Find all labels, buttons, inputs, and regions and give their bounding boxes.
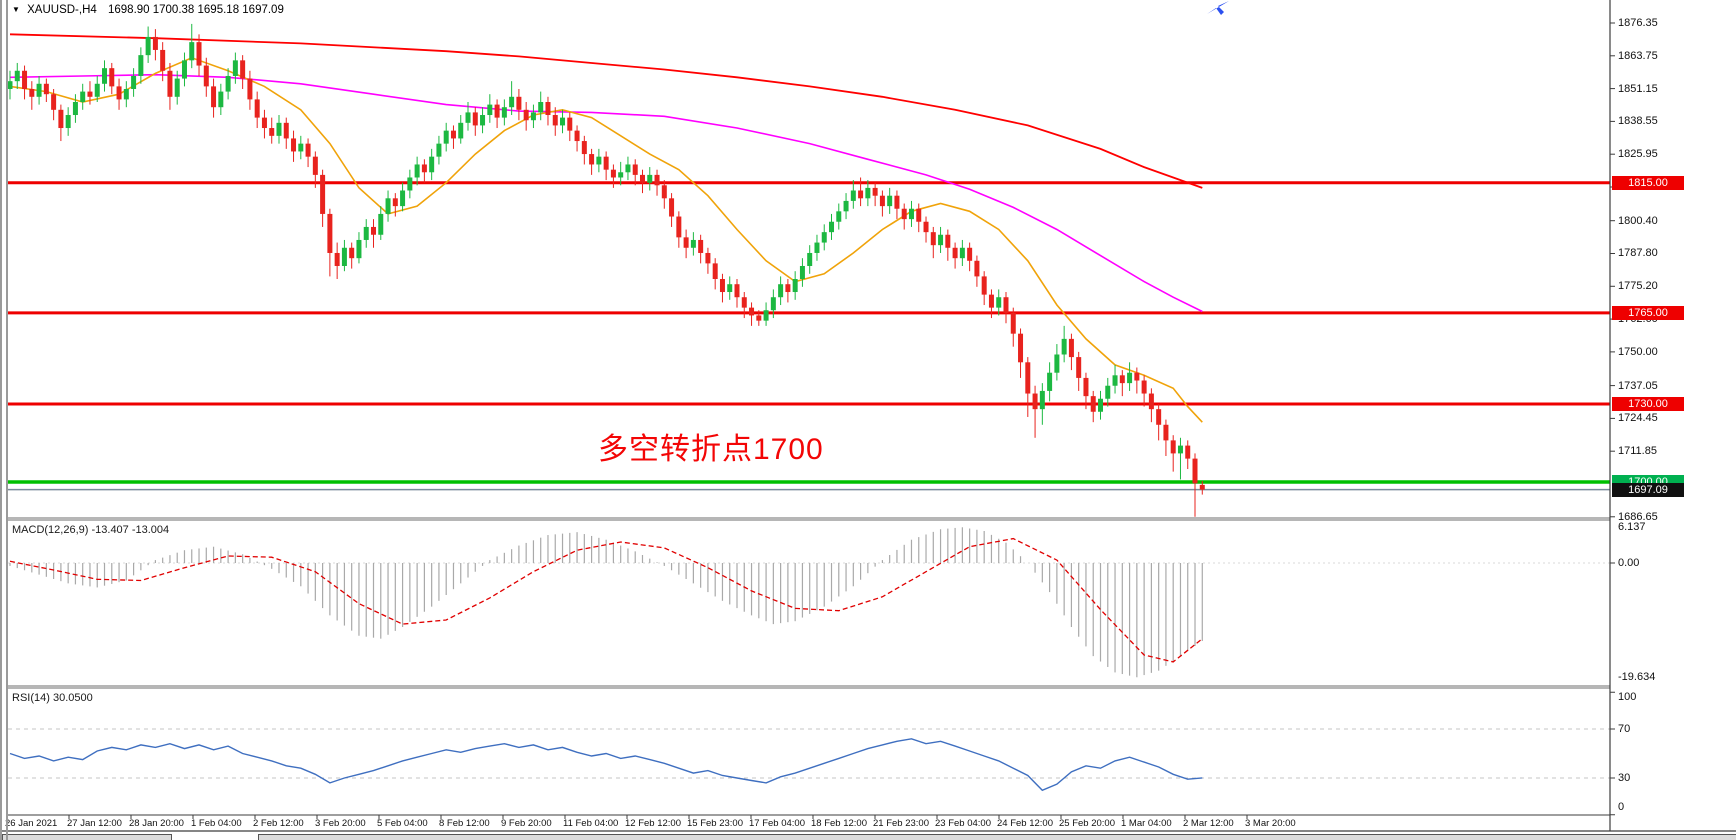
price-tick-label: 1750.00 [1618, 345, 1658, 358]
time-tick-label: 12 Feb 12:00 [625, 818, 681, 829]
time-tick-label: 25 Feb 20:00 [1059, 818, 1115, 829]
time-tick-label: 1 Feb 04:00 [191, 818, 242, 829]
horizontal-level-lines [8, 181, 1610, 491]
time-tick-label: 1 Mar 04:00 [1121, 818, 1172, 829]
ohlc-values: 1698.90 1700.38 1695.18 1697.09 [107, 4, 284, 16]
price-tick-label: 1863.75 [1618, 49, 1658, 62]
symbol-timeframe-label: XAUUSD-,H4 [27, 4, 97, 16]
moving-average-lines [9, 33, 1203, 423]
time-tick-label: 17 Feb 04:00 [749, 818, 805, 829]
price-tick-label: 1851.15 [1618, 82, 1658, 95]
price-tick-label: 1825.95 [1618, 148, 1658, 161]
rsi-axis-label: 30 [1618, 772, 1631, 784]
time-tick-label: 3 Mar 20:00 [1245, 818, 1296, 829]
rsi-indicator [8, 728, 1610, 792]
price-tick-label: 1686.65 [1618, 510, 1658, 523]
time-tick-label: 27 Jan 12:00 [67, 818, 122, 829]
macd-indicator [8, 527, 1610, 678]
rsi-axis-label: 100 [1618, 691, 1637, 703]
time-tick-label: 9 Feb 20:00 [501, 818, 552, 829]
price-tick-label: 1787.80 [1618, 247, 1658, 260]
price-tick-label: 1876.35 [1618, 17, 1658, 29]
time-tick-label: 21 Feb 23:00 [873, 818, 929, 829]
time-tick-label: 18 Feb 12:00 [811, 818, 867, 829]
time-tick-label: 24 Feb 12:00 [997, 818, 1053, 829]
price-tick-label: 1711.85 [1618, 445, 1657, 458]
macd-label: MACD(12,26,9) -13.407 -13.004 [12, 524, 170, 536]
symbol-dropdown-icon[interactable]: ▼ [12, 5, 20, 14]
price-tick-label: 1775.20 [1618, 280, 1658, 293]
price-tick-label: 1724.45 [1618, 412, 1658, 425]
price-tick-label: 1800.40 [1618, 214, 1658, 227]
window-left-border-inner [6, 0, 8, 840]
time-tick-label: 23 Feb 04:00 [935, 818, 991, 829]
window-left-border [0, 0, 2, 840]
macd-axis-min: -19.634 [1618, 671, 1656, 684]
time-tick-label: 3 Feb 20:00 [315, 818, 366, 829]
price-badge-1697.09: 1697.09 [1612, 482, 1684, 497]
rsi-axis-label: 0 [1618, 801, 1625, 813]
arrow-object-icon[interactable] [1204, 0, 1232, 18]
price-tick-label: 1737.05 [1618, 379, 1658, 392]
price-badge-1730.00: 1730.00 [1612, 396, 1684, 411]
macd-axis-max: 6.137 [1618, 521, 1646, 534]
chart-title: ▼ XAUUSD-,H4 1698.90 1700.38 1695.18 169… [12, 4, 284, 16]
price-tick-label: 1838.55 [1618, 115, 1658, 128]
bottom-scrollbar-left[interactable] [2, 834, 172, 840]
time-tick-label: 26 Jan 2021 [5, 818, 58, 829]
time-tick-label: 11 Feb 04:00 [563, 818, 619, 829]
time-tick-label: 5 Feb 04:00 [377, 818, 428, 829]
time-tick-label: 15 Feb 23:00 [687, 818, 743, 829]
price-badge-1765.00: 1765.00 [1612, 305, 1684, 320]
bottom-scrollbar-right[interactable] [258, 834, 1736, 840]
annotation-text: 多空转折点1700 [598, 433, 824, 466]
candlesticks [7, 23, 1205, 517]
rsi-label: RSI(14) 30.0500 [12, 692, 93, 704]
rsi-axis-label: 70 [1618, 723, 1631, 735]
time-tick-label: 28 Jan 20:00 [129, 818, 184, 829]
macd-axis-zero: 0.00 [1618, 557, 1640, 569]
time-tick-label: 2 Mar 12:00 [1183, 818, 1234, 829]
time-tick-label: 2 Feb 12:00 [253, 818, 304, 829]
time-tick-label: 8 Feb 12:00 [439, 818, 490, 829]
price-badge-1815.00: 1815.00 [1612, 175, 1684, 190]
